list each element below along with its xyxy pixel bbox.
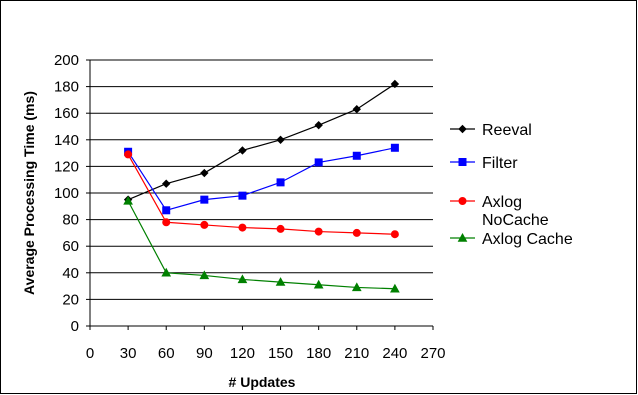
point-filter-210 <box>352 151 361 160</box>
y-tick-label-60: 60 <box>62 238 79 255</box>
series-line-filter <box>127 147 396 211</box>
y-tick-label-0: 0 <box>71 318 79 335</box>
y-axis-title: Average Processing Time (ms) <box>21 91 37 295</box>
x-axis-title: # Updates <box>229 374 296 390</box>
y-tick-label-140: 140 <box>54 132 79 149</box>
point-filter-90 <box>200 195 209 204</box>
point-axlog-cache-180 <box>313 279 324 289</box>
legend-label-filter: Filter <box>482 155 518 172</box>
gridlines <box>90 59 433 300</box>
point-axlog-nocache-120 <box>238 223 247 232</box>
point-reeval-120 <box>238 146 247 155</box>
point-axlog-cache-90 <box>199 270 210 280</box>
point-axlog-cache-120 <box>237 274 248 284</box>
point-axlog-nocache-90 <box>200 220 209 229</box>
point-axlog-nocache-240 <box>390 230 399 239</box>
point-reeval-60 <box>162 179 171 188</box>
x-tick-label-90: 90 <box>196 345 213 362</box>
point-filter-150 <box>276 178 285 187</box>
y-tick-label-120: 120 <box>54 158 79 175</box>
point-reeval-150 <box>276 135 285 145</box>
series-line-reeval <box>127 83 396 201</box>
x-tick-label-60: 60 <box>158 345 175 362</box>
x-tick-label-150: 150 <box>268 345 293 362</box>
point-reeval-240 <box>390 79 400 89</box>
y-tick-label-40: 40 <box>62 265 79 282</box>
point-axlog-cache-210 <box>351 282 362 292</box>
legend-label-axlog-nocache-1: NoCache <box>482 212 549 229</box>
point-axlog-cache-30 <box>123 195 133 205</box>
point-axlog-nocache-30 <box>124 150 133 159</box>
point-reeval-210 <box>352 105 361 114</box>
point-filter-60 <box>162 206 171 215</box>
legend-marker-filter <box>458 158 467 166</box>
legend-marker-reeval <box>458 124 467 134</box>
y-tick-label-180: 180 <box>54 79 79 96</box>
x-tick-label-120: 120 <box>230 345 255 362</box>
x-tick-label-30: 30 <box>120 345 137 362</box>
y-tick-label-80: 80 <box>62 212 79 229</box>
legend-label-axlog-nocache-0: Axlog <box>482 194 522 211</box>
point-reeval-180 <box>314 120 323 130</box>
point-axlog-cache-150 <box>275 277 286 286</box>
point-axlog-nocache-180 <box>314 227 323 236</box>
x-axis-ticks: 0 30 60 90 120 150 180 210 240 270 <box>86 326 446 362</box>
point-axlog-nocache-210 <box>352 228 361 237</box>
point-filter-120 <box>238 191 247 200</box>
point-filter-240 <box>390 143 399 152</box>
x-tick-label-0: 0 <box>86 345 94 362</box>
y-tick-label-200: 200 <box>54 52 79 69</box>
x-tick-label-180: 180 <box>306 345 331 362</box>
series-line-axlog-nocache <box>127 154 395 235</box>
legend-label-axlog-cache: Axlog Cache <box>482 231 573 248</box>
x-tick-label-240: 240 <box>382 345 407 362</box>
legend-label-reeval: Reeval <box>482 122 532 139</box>
y-axis-ticks: 0 20 40 60 80 100 120 140 160 180 200 <box>54 52 90 335</box>
point-reeval-90 <box>200 168 209 178</box>
point-axlog-cache-60 <box>161 267 172 277</box>
x-tick-label-210: 210 <box>344 345 369 362</box>
point-axlog-cache-240 <box>390 283 400 293</box>
plot-series <box>123 79 400 293</box>
x-tick-label-270: 270 <box>420 345 445 362</box>
point-axlog-nocache-150 <box>276 224 285 233</box>
point-axlog-nocache-60 <box>162 218 171 227</box>
legend-marker-axlog-nocache <box>458 197 467 205</box>
y-tick-label-160: 160 <box>54 105 79 122</box>
legend-marker-axlog-cache <box>457 232 468 242</box>
series-line-axlog-cache <box>127 200 395 290</box>
y-tick-label-20: 20 <box>62 291 79 308</box>
point-filter-180 <box>314 158 323 167</box>
y-tick-label-100: 100 <box>54 185 79 202</box>
